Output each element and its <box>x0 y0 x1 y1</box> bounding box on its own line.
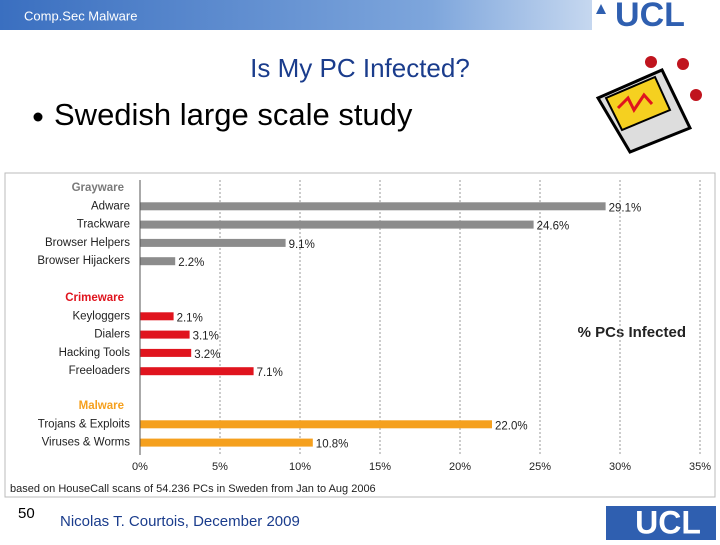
category-label: Hacking Tools <box>59 347 131 359</box>
category-label: Trackware <box>77 219 130 231</box>
x-tick-label: 10% <box>289 461 311 473</box>
value-label: 3.1% <box>193 331 219 343</box>
x-tick-label: 20% <box>449 461 471 473</box>
bar <box>140 312 174 321</box>
category-label: Browser Hijackers <box>37 255 130 267</box>
value-label: 29.1% <box>609 202 642 214</box>
bar <box>140 420 492 429</box>
bar <box>140 367 254 376</box>
category-label: Trojans & Exploits <box>38 418 130 430</box>
bullet-text: Swedish large scale study <box>54 97 413 132</box>
value-label: 3.2% <box>194 349 220 361</box>
value-label: 9.1% <box>289 239 315 251</box>
bar <box>140 330 190 339</box>
category-label: Browser Helpers <box>45 237 130 249</box>
value-label: 2.2% <box>178 257 204 269</box>
logo-bg <box>592 0 720 38</box>
bar <box>140 438 313 447</box>
footer-logo-bg <box>606 506 716 540</box>
bullet-dot <box>33 112 43 122</box>
category-label: Adware <box>91 200 130 212</box>
bar <box>140 220 534 229</box>
x-tick-label: 35% <box>689 461 711 473</box>
chart-annotation: % PCs Infected <box>578 324 686 341</box>
bar <box>140 202 606 211</box>
value-label: 7.1% <box>257 367 283 379</box>
header-text: Comp.Sec Malware <box>24 8 137 23</box>
x-tick-label: 25% <box>529 461 551 473</box>
x-tick-label: 15% <box>369 461 391 473</box>
bar <box>140 238 286 247</box>
footer-text: Nicolas T. Courtois, December 2009 <box>60 513 300 530</box>
slide-title: Is My PC Infected? <box>250 53 470 83</box>
page-number: 50 <box>18 505 35 522</box>
category-label: Freeloaders <box>69 365 131 377</box>
x-tick-label: 5% <box>212 461 228 473</box>
x-tick-label: 0% <box>132 461 148 473</box>
bar <box>140 348 192 357</box>
category-label: Viruses & Worms <box>42 437 131 449</box>
logo: UCL <box>615 0 685 34</box>
chart-note: based on HouseCall scans of 54.236 PCs i… <box>10 483 376 495</box>
value-label: 24.6% <box>537 221 570 233</box>
clipart <box>595 56 702 154</box>
value-label: 2.1% <box>177 312 203 324</box>
bar <box>140 257 176 266</box>
value-label: 22.0% <box>495 420 528 432</box>
category-label: Keyloggers <box>72 310 130 322</box>
footer-logo: UCL <box>635 504 701 540</box>
category-label: Dialers <box>94 329 130 341</box>
group-label: Crimeware <box>65 292 124 304</box>
logo-crest <box>596 4 606 14</box>
group-label: Malware <box>79 400 124 412</box>
value-label: 10.8% <box>316 439 349 451</box>
group-label: Grayware <box>72 182 124 194</box>
x-tick-label: 30% <box>609 461 631 473</box>
